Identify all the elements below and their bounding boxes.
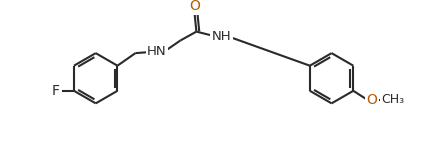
Text: O: O <box>367 93 378 107</box>
Text: O: O <box>189 0 200 13</box>
Text: NH: NH <box>212 30 231 44</box>
Text: F: F <box>51 84 59 98</box>
Text: CH₃: CH₃ <box>381 93 404 106</box>
Text: HN: HN <box>147 45 167 58</box>
